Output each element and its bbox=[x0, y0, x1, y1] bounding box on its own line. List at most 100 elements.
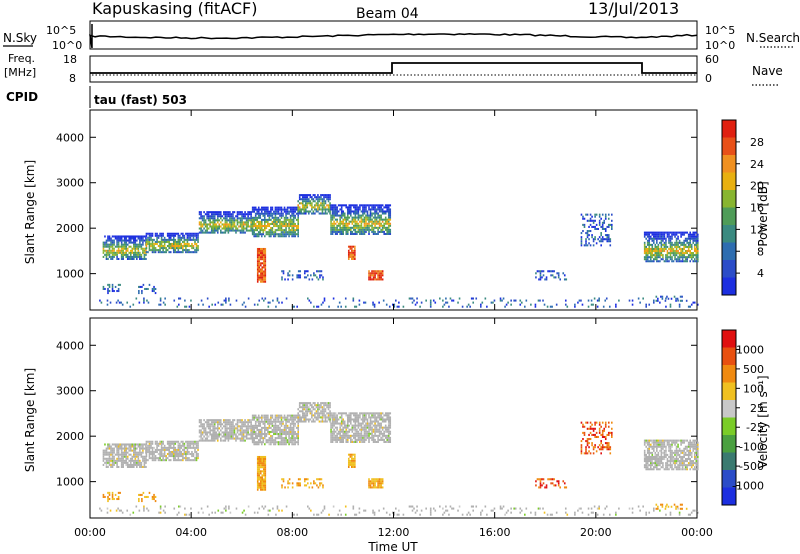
velocity-cell bbox=[148, 453, 151, 456]
colorbar-swatch bbox=[722, 260, 736, 278]
velocity-cell bbox=[643, 441, 646, 444]
velocity-cell bbox=[323, 402, 325, 405]
power-cell bbox=[301, 204, 304, 207]
velocity-cell bbox=[174, 459, 177, 462]
power-cell bbox=[323, 208, 325, 211]
power-cell bbox=[267, 214, 269, 217]
power-cell bbox=[321, 202, 324, 205]
power-cell bbox=[652, 254, 655, 257]
power-cell bbox=[349, 245, 352, 248]
power-cell bbox=[182, 236, 184, 239]
power-cell bbox=[257, 233, 260, 236]
power-cell bbox=[354, 257, 356, 260]
power-cell bbox=[288, 274, 291, 277]
velocity-cell bbox=[346, 432, 349, 435]
power-cell bbox=[380, 274, 382, 277]
power-cell bbox=[128, 241, 131, 244]
power-cell bbox=[502, 297, 505, 300]
velocity-cell bbox=[259, 416, 262, 419]
velocity-cell bbox=[113, 461, 115, 464]
power-cell bbox=[262, 206, 265, 209]
velocity-cell bbox=[342, 412, 345, 415]
power-cell bbox=[168, 242, 171, 245]
power-cell bbox=[274, 231, 277, 234]
power-cell bbox=[125, 251, 128, 254]
velocity-cell bbox=[380, 422, 382, 425]
power-cell bbox=[238, 229, 240, 232]
velocity-cell bbox=[283, 424, 286, 427]
power-cell bbox=[339, 228, 341, 231]
velocity-cell bbox=[267, 422, 269, 425]
velocity-cell bbox=[235, 433, 237, 436]
power-cell bbox=[312, 210, 315, 213]
power-cell bbox=[607, 217, 610, 220]
power-cell bbox=[331, 210, 334, 213]
power-cell bbox=[351, 249, 353, 252]
velocity-cell bbox=[189, 459, 192, 462]
power-cell bbox=[683, 243, 685, 246]
power-cell bbox=[668, 247, 670, 250]
power-cell bbox=[386, 208, 389, 211]
velocity-cell bbox=[251, 418, 254, 421]
velocity-cell bbox=[140, 443, 143, 446]
power-cell bbox=[690, 237, 693, 240]
velocity-cell bbox=[368, 438, 370, 441]
power-cell bbox=[345, 222, 348, 225]
power-cell bbox=[179, 238, 181, 241]
power-cell bbox=[219, 221, 222, 224]
power-cell bbox=[380, 270, 382, 273]
power-cell bbox=[662, 258, 664, 261]
power-cell bbox=[140, 257, 143, 260]
power-cell bbox=[697, 235, 699, 238]
power-cell bbox=[262, 229, 265, 232]
power-cell bbox=[245, 213, 248, 216]
power-cell bbox=[259, 278, 262, 281]
power-cell bbox=[295, 227, 298, 230]
velocity-cell bbox=[216, 423, 219, 426]
power-cell bbox=[665, 260, 667, 263]
velocity-cell bbox=[200, 435, 202, 438]
power-cell bbox=[645, 254, 648, 257]
power-cell bbox=[375, 222, 378, 225]
velocity-cell bbox=[257, 424, 260, 427]
power-cell bbox=[331, 224, 334, 227]
power-cell bbox=[303, 196, 306, 199]
power-cell bbox=[171, 242, 174, 245]
power-cell bbox=[258, 278, 261, 281]
velocity-cell bbox=[369, 416, 372, 419]
power-cell bbox=[274, 220, 277, 223]
power-cell bbox=[250, 227, 252, 230]
power-cell bbox=[254, 218, 257, 221]
velocity-cell bbox=[360, 412, 363, 415]
power-cell bbox=[693, 301, 696, 304]
velocity-cell bbox=[111, 447, 114, 450]
power-cell bbox=[674, 243, 676, 246]
power-cell bbox=[179, 247, 181, 250]
velocity-cell bbox=[274, 443, 277, 446]
velocity-cell bbox=[145, 457, 147, 460]
power-cell bbox=[268, 210, 271, 213]
velocity-cell bbox=[289, 416, 292, 419]
velocity-cell bbox=[195, 455, 198, 458]
power-cell bbox=[304, 210, 307, 213]
power-cell bbox=[389, 204, 392, 207]
power-cell bbox=[200, 227, 202, 230]
power-cell bbox=[291, 212, 293, 215]
power-cell bbox=[349, 208, 352, 211]
power-cell bbox=[259, 256, 262, 259]
velocity-cell bbox=[646, 462, 649, 465]
power-cell bbox=[178, 297, 180, 300]
velocity-cell bbox=[356, 430, 358, 433]
velocity-cell bbox=[227, 433, 230, 436]
power-cell bbox=[369, 228, 372, 231]
power-cell bbox=[204, 231, 207, 234]
power-cell bbox=[195, 242, 198, 245]
power-cell bbox=[291, 227, 293, 230]
power-cell bbox=[342, 214, 345, 217]
power-cell bbox=[600, 225, 602, 228]
power-cell bbox=[449, 297, 452, 300]
power-cell bbox=[348, 208, 351, 211]
power-cell bbox=[288, 222, 290, 225]
power-cell bbox=[150, 245, 152, 248]
velocity-cell bbox=[333, 436, 335, 439]
